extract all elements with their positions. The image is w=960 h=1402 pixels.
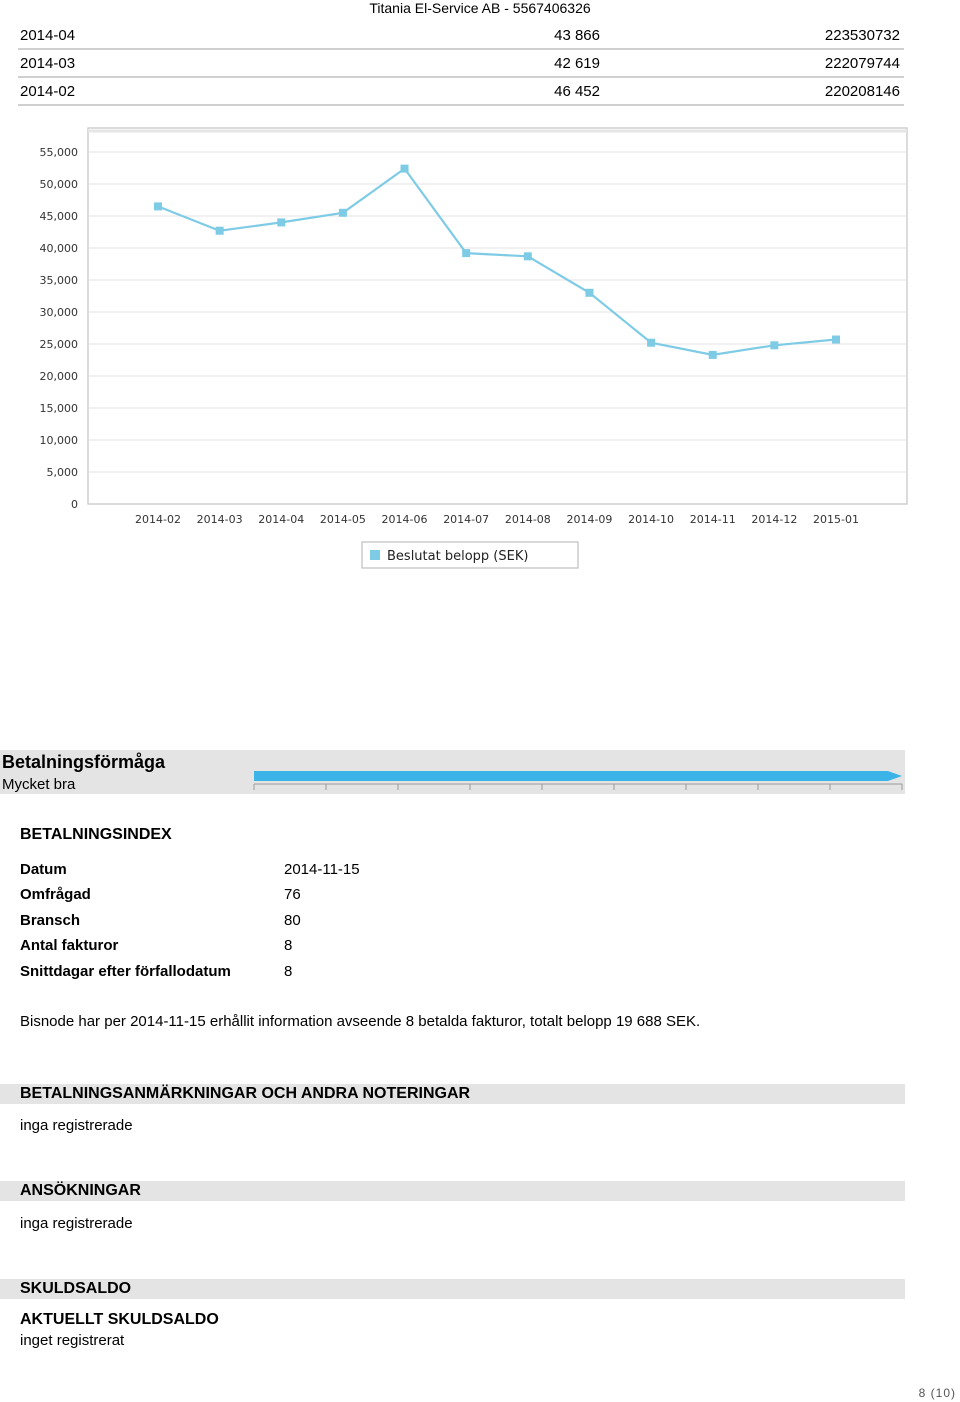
period-cell: 2014-02 bbox=[20, 83, 76, 100]
x-tick-label: 2014-05 bbox=[320, 513, 366, 526]
invoice-count-value: 8 bbox=[284, 937, 293, 954]
x-tick-label: 2014-07 bbox=[443, 513, 489, 526]
y-tick-label: 35,000 bbox=[40, 274, 79, 287]
industry-value: 80 bbox=[284, 912, 301, 929]
applications-band bbox=[0, 1181, 905, 1201]
remarks-heading: BETALNINGSANMÄRKNINGAR OCH ANDRA NOTERIN… bbox=[20, 1085, 471, 1102]
amount-cell: 42 619 bbox=[554, 55, 600, 72]
page-number: 8 (10) bbox=[918, 1386, 956, 1400]
x-tick-label: 2014-10 bbox=[628, 513, 674, 526]
amount-table: 2014-04 43 866 223530732 2014-03 42 619 … bbox=[18, 22, 904, 106]
avg-days-value: 8 bbox=[284, 963, 293, 980]
date-value: 2014-11-15 bbox=[284, 861, 360, 878]
y-tick-label: 0 bbox=[71, 498, 78, 511]
applications-heading: ANSÖKNINGAR bbox=[20, 1182, 141, 1199]
data-point bbox=[523, 252, 532, 261]
data-point bbox=[770, 341, 779, 350]
queried-label: Omfrågad bbox=[20, 886, 91, 903]
remarks-band bbox=[0, 1084, 905, 1104]
y-tick-label: 15,000 bbox=[40, 402, 79, 415]
y-tick-label: 30,000 bbox=[40, 306, 79, 319]
y-tick-label: 25,000 bbox=[40, 338, 79, 351]
y-tick-label: 5,000 bbox=[47, 466, 79, 479]
payment-capacity-rating: Mycket bra bbox=[2, 776, 76, 793]
payment-index-note: Bisnode har per 2014-11-15 erhållit info… bbox=[20, 1013, 701, 1030]
period-cell: 2014-03 bbox=[20, 55, 76, 72]
x-tick-label: 2014-03 bbox=[197, 513, 243, 526]
data-point bbox=[708, 350, 717, 359]
x-tick-label: 2014-09 bbox=[566, 513, 612, 526]
document-header: Titania El-Service AB - 5567406326 bbox=[369, 0, 591, 16]
legend-label: Beslutat belopp (SEK) bbox=[387, 549, 528, 564]
table-row: 2014-03 42 619 222079744 bbox=[18, 50, 904, 78]
invoice-count-label: Antal fakturor bbox=[20, 937, 119, 954]
industry-label: Bransch bbox=[20, 912, 81, 929]
applications-text: inga registrerade bbox=[20, 1215, 133, 1232]
data-point bbox=[585, 288, 594, 297]
x-tick-label: 2015-01 bbox=[813, 513, 859, 526]
payment-bar-fill bbox=[254, 771, 902, 781]
x-tick-label: 2014-11 bbox=[690, 513, 736, 526]
series-line bbox=[157, 167, 837, 356]
data-point bbox=[400, 164, 409, 173]
payment-capacity-bar bbox=[253, 771, 903, 790]
payment-capacity-title: Betalningsförmåga bbox=[2, 752, 166, 772]
amount-line-chart: 0 5,000 10,000 15,000 20,000 25,000 30,000 35,0… bbox=[40, 127, 908, 569]
data-point bbox=[338, 208, 347, 217]
current-debt-text: inget registrerat bbox=[20, 1332, 125, 1349]
x-tick-label: 2014-04 bbox=[258, 513, 304, 526]
amount-cell: 46 452 bbox=[554, 83, 600, 100]
y-tick-label: 20,000 bbox=[40, 370, 79, 383]
date-label: Datum bbox=[20, 861, 67, 878]
x-tick-label: 2014-08 bbox=[505, 513, 551, 526]
legend-swatch bbox=[370, 550, 380, 560]
payment-index-heading: BETALNINGSINDEX bbox=[20, 826, 172, 843]
data-point bbox=[832, 335, 840, 344]
y-tick-label: 40,000 bbox=[40, 242, 79, 255]
remarks-text: inga registrerade bbox=[20, 1117, 133, 1134]
data-point bbox=[215, 226, 224, 235]
legend-box bbox=[361, 541, 579, 569]
y-tick-label: 45,000 bbox=[40, 210, 79, 223]
amount-cell: 43 866 bbox=[554, 27, 600, 44]
period-cell: 2014-04 bbox=[20, 27, 76, 44]
debt-band bbox=[0, 1279, 905, 1299]
table-row: 2014-02 46 452 220208146 bbox=[18, 78, 904, 106]
x-tick-label: 2014-12 bbox=[751, 513, 797, 526]
reference-cell: 223530732 bbox=[824, 27, 900, 44]
reference-cell: 222079744 bbox=[824, 55, 900, 72]
current-debt-heading: AKTUELLT SKULDSALDO bbox=[20, 1311, 219, 1328]
x-tick-label: 2014-06 bbox=[382, 513, 428, 526]
avg-days-label: Snittdagar efter förfallodatum bbox=[20, 963, 231, 980]
data-point bbox=[277, 218, 286, 227]
y-tick-label: 50,000 bbox=[40, 178, 79, 191]
reference-cell: 220208146 bbox=[824, 83, 900, 100]
data-point bbox=[154, 202, 162, 211]
table-row: 2014-04 43 866 223530732 bbox=[18, 22, 904, 50]
y-tick-label: 55,000 bbox=[40, 146, 79, 159]
x-tick-label: 2014-02 bbox=[135, 513, 181, 526]
data-point bbox=[647, 338, 656, 347]
debt-heading: SKULDSALDO bbox=[20, 1280, 132, 1297]
plot-area bbox=[87, 127, 908, 505]
y-tick-label: 10,000 bbox=[40, 434, 79, 447]
queried-value: 76 bbox=[284, 886, 301, 903]
data-point bbox=[462, 249, 471, 258]
